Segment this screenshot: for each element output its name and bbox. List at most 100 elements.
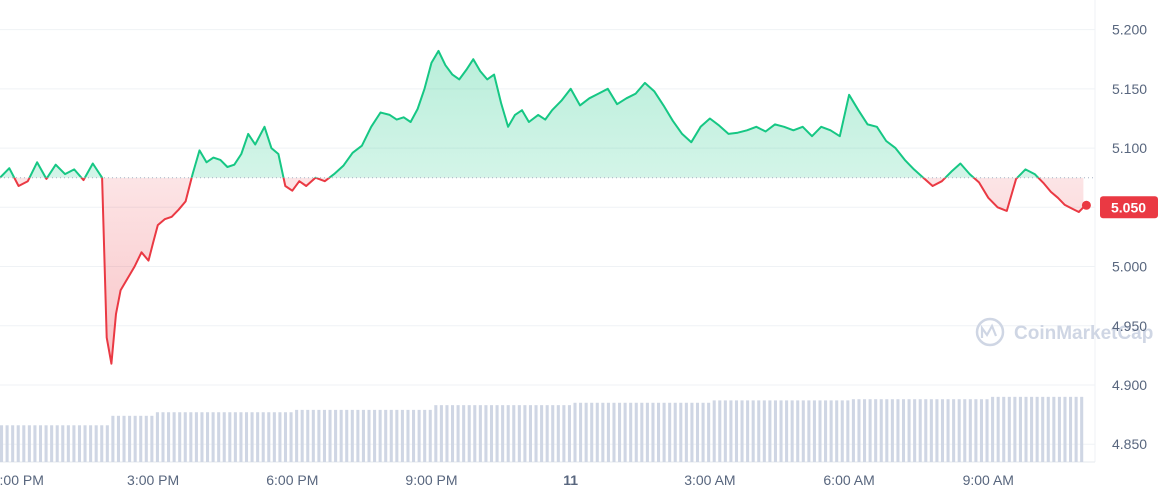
volume-bar <box>890 399 894 462</box>
volume-bar <box>322 409 326 462</box>
volume-bar <box>83 425 87 462</box>
volume-bar <box>367 409 371 462</box>
volume-bar <box>946 399 950 462</box>
volume-bar <box>222 412 226 462</box>
volume-bar <box>879 399 883 462</box>
volume-bar <box>907 399 911 462</box>
volume-bar <box>178 412 182 462</box>
coinmarketcap-logo-mark-icon <box>980 323 998 338</box>
volume-bars <box>0 396 1084 462</box>
volume-bar <box>829 400 833 462</box>
volume-bar <box>595 402 599 462</box>
volume-bar <box>1018 396 1022 462</box>
volume-bar <box>757 400 761 462</box>
volume-bar <box>534 405 538 462</box>
y-tick-label: 5.200 <box>1112 22 1147 38</box>
volume-bar <box>695 402 700 462</box>
volume-bar <box>206 412 210 462</box>
volume-bar <box>729 400 733 462</box>
volume-bar <box>38 425 43 462</box>
volume-bar <box>785 400 789 462</box>
y-tick-label: 4.900 <box>1112 377 1147 393</box>
y-tick-label: 4.850 <box>1112 436 1147 452</box>
volume-bar <box>940 399 945 462</box>
volume-bar <box>779 400 783 462</box>
y-tick-label: 4.950 <box>1112 318 1147 334</box>
current-price-dot <box>1081 200 1091 210</box>
volume-bar <box>445 405 449 462</box>
volume-bar <box>528 405 533 462</box>
volume-bar <box>662 402 666 462</box>
volume-bar <box>66 425 70 462</box>
price-line-down <box>0 177 1085 365</box>
volume-bar <box>434 405 438 462</box>
volume-bar <box>707 402 711 462</box>
volume-bar <box>835 400 839 462</box>
volume-bar <box>462 405 466 462</box>
current-price-marker: 5.050 <box>1081 196 1158 219</box>
volume-bar <box>545 405 549 462</box>
watermark: CoinMarketCap <box>975 317 1153 347</box>
volume-bar <box>1024 396 1028 462</box>
volume-bar <box>773 400 777 462</box>
volume-bar <box>55 425 59 462</box>
volume-bar <box>996 396 1000 462</box>
price-line-up <box>0 49 1040 178</box>
volume-bar <box>16 425 20 462</box>
volume-bar <box>991 396 995 462</box>
volume-bar <box>295 409 299 462</box>
volume-bar <box>384 409 388 462</box>
volume-bar <box>150 415 154 462</box>
volume-bar <box>1063 396 1067 462</box>
y-tick-label: 5.100 <box>1112 140 1147 156</box>
volume-bar <box>378 409 382 462</box>
volume-bar <box>952 399 956 462</box>
volume-bar <box>690 402 694 462</box>
volume-bar <box>239 412 243 462</box>
volume-bar <box>61 425 65 462</box>
volume-bar <box>289 412 293 462</box>
volume-bar <box>746 400 750 462</box>
current-price-badge <box>1100 196 1158 219</box>
volume-bar <box>328 409 332 462</box>
x-tick-label: 3:00 PM <box>127 472 179 488</box>
volume-bar <box>567 405 571 462</box>
volume-bar <box>33 425 37 462</box>
volume-bar <box>27 425 31 462</box>
current-price-label: 5.050 <box>1111 199 1146 215</box>
volume-bar <box>439 405 443 462</box>
volume-bar <box>228 412 232 462</box>
volume-bar <box>44 425 48 462</box>
volume-bar <box>573 402 577 462</box>
volume-bar <box>194 412 198 462</box>
volume-bar <box>896 399 900 462</box>
volume-bar <box>801 400 805 462</box>
x-tick-label: 3:00 AM <box>684 472 735 488</box>
volume-bar <box>796 400 800 462</box>
volume-bar <box>278 412 282 462</box>
volume-bar <box>579 402 583 462</box>
volume-bar <box>1013 396 1017 462</box>
volume-bar <box>968 399 972 462</box>
volume-bar <box>0 425 4 462</box>
volume-bar <box>590 402 594 462</box>
volume-bar <box>1041 396 1045 462</box>
volume-bar <box>818 400 822 462</box>
volume-bar <box>1057 396 1061 462</box>
volume-bar <box>189 412 193 462</box>
volume-bar <box>618 402 622 462</box>
volume-bar <box>200 412 204 462</box>
volume-bar <box>512 405 516 462</box>
x-tick-label: 12:00 PM <box>0 472 44 488</box>
y-axis: 5.200 5.150 5.100 5.050 5.000 4.950 4.900 4.850 <box>1112 22 1147 453</box>
volume-bar <box>851 399 855 462</box>
volume-bar <box>406 409 410 462</box>
volume-bar <box>484 405 488 462</box>
volume-bar <box>673 402 677 462</box>
volume-bar <box>840 400 844 462</box>
volume-bar <box>501 405 505 462</box>
volume-bar <box>885 399 889 462</box>
volume-bar <box>762 400 766 462</box>
